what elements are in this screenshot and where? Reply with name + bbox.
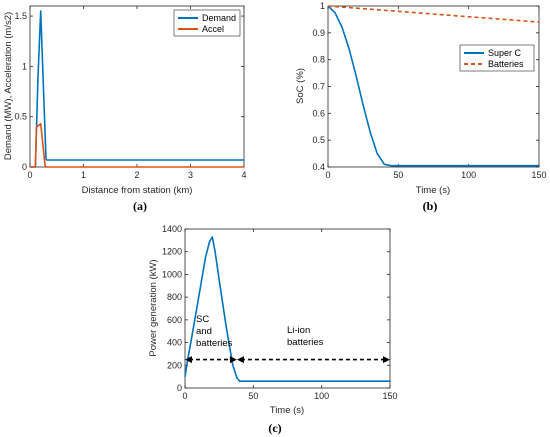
panel-b-series-line-1	[327, 5, 540, 23]
panel-c-ytick-label: 600	[167, 315, 182, 325]
panel-a: 0 1 2 3 4 0 0.5 1 1.5 Distance from station (km)…	[3, 5, 247, 213]
panel-a-xtick-label: 1	[81, 170, 86, 180]
panel-a-ytick-label: 1	[22, 61, 27, 71]
panel-c-arrow-right-head-left	[236, 356, 244, 364]
panel-b-ytick-label: 1	[320, 1, 325, 11]
panel-c-xlabel: Time (s)	[270, 405, 304, 416]
panel-c-ticks: 0 50 100 150 0 200 400 600 800 1000 1200 1400	[162, 224, 398, 401]
panel-b-xlabel: Time (s)	[416, 185, 450, 196]
panel-a-ticks: 0 1 2 3 4 0 0.5 1 1.5	[14, 6, 247, 180]
panel-b-series-line-0	[327, 5, 539, 167]
panel-c-ytick-label: 400	[167, 338, 182, 348]
panel-c-arrow-left-head-left	[185, 356, 192, 364]
panel-c-ytick-label: 1000	[162, 269, 182, 279]
panel-c-arrow-left	[185, 356, 237, 364]
panel-c-annotation-left-line-3: batteries	[196, 338, 233, 349]
panel-c-xtick-label: 50	[248, 391, 258, 401]
panel-c-annotation-right-line-1: Li-ion	[287, 325, 310, 336]
panel-b-legend-label-batteries: Batteries	[488, 59, 524, 69]
panel-a-xtick-label: 0	[27, 170, 32, 180]
panel-b-ytick-label: 0.5	[312, 135, 325, 145]
panel-a-legend-label-accel: Accel	[202, 24, 224, 34]
panel-b-legend: Super C Batteries	[459, 44, 535, 72]
panel-a-legend-box	[173, 9, 241, 37]
panel-a-lines	[30, 10, 244, 168]
panel-c-ytick-label: 200	[167, 360, 182, 370]
panel-b-ytick-label: 0.9	[312, 28, 325, 38]
panel-a-legend-label-demand: Demand	[202, 13, 236, 23]
panel-a-ylabel: Demand (MW), Acceleration (m/s2)	[3, 12, 14, 160]
panel-b-ytick-label: 0.6	[312, 108, 325, 118]
panel-b-plot-area	[327, 5, 540, 168]
panel-b-legend-box	[459, 44, 535, 72]
panel-a-series-line-1	[30, 122, 244, 168]
panel-c-arrows	[185, 356, 390, 364]
panel-b-legend-label-superc: Super C	[488, 48, 522, 58]
panel-c-caption: (c)	[268, 421, 281, 435]
panel-a-ytick-label: 0.5	[14, 112, 27, 122]
panel-c-annotation-left-line-2: and	[196, 326, 212, 337]
panel-c-ytick-label: 1200	[162, 247, 182, 257]
panel-c-lines	[184, 236, 390, 383]
panel-c-annotation-left: SC and batteries	[196, 314, 233, 349]
panel-c-plot-area	[184, 228, 391, 389]
panel-c-arrow-left-head-right	[229, 356, 237, 364]
panel-a-legend: Demand Accel	[173, 9, 241, 37]
panel-c-ylabel: Power generation (kW)	[148, 259, 159, 356]
panel-b-ylabel: SoC (%)	[295, 68, 306, 104]
panel-c-arrow-right-head-right	[383, 356, 390, 364]
panel-b: 0 50 100 150 0.4 0.5 0.6 0.7 0.8 0.9 1 Time (s) So…	[295, 1, 547, 213]
panel-b-ytick-label: 0.7	[312, 82, 325, 92]
panel-c-annotation-left-line-1: SC	[196, 314, 209, 325]
panel-c-annotation-right: Li-ion batteries	[287, 325, 324, 348]
panel-c-xtick-label: 150	[382, 391, 397, 401]
panel-c-xtick-label: 0	[182, 391, 187, 401]
panel-c-series-line-0	[184, 236, 390, 383]
panel-b-xtick-label: 150	[531, 170, 546, 180]
panel-b-xtick-label: 100	[461, 170, 476, 180]
panel-a-caption: (a)	[133, 199, 147, 213]
panel-b-xtick-label: 50	[393, 170, 403, 180]
panel-a-xtick-label: 2	[134, 170, 139, 180]
panel-c-annotation-right-line-2: batteries	[287, 337, 324, 348]
panel-a-xlabel: Distance from station (km)	[82, 185, 193, 196]
panel-b-caption: (b)	[423, 199, 438, 213]
panel-a-xtick-label: 4	[241, 170, 246, 180]
panel-c: 0 50 100 150 0 200 400 600 800 1000 1200 1400 Time …	[148, 224, 398, 435]
panel-a-ytick-label: 1.5	[14, 11, 27, 21]
panel-a-xtick-label: 3	[188, 170, 193, 180]
panel-c-ytick-label: 800	[167, 292, 182, 302]
panel-b-ytick-label: 0.4	[312, 162, 325, 172]
panel-c-arrow-right	[236, 356, 390, 364]
panel-c-xtick-label: 100	[314, 391, 329, 401]
panel-c-ytick-label: 0	[177, 383, 182, 393]
panel-b-ytick-label: 0.8	[312, 55, 325, 65]
panel-b-xtick-label: 0	[325, 170, 330, 180]
panel-b-lines	[327, 5, 540, 167]
panel-a-ytick-label: 0	[22, 162, 27, 172]
panel-c-ytick-label: 1400	[162, 224, 182, 234]
